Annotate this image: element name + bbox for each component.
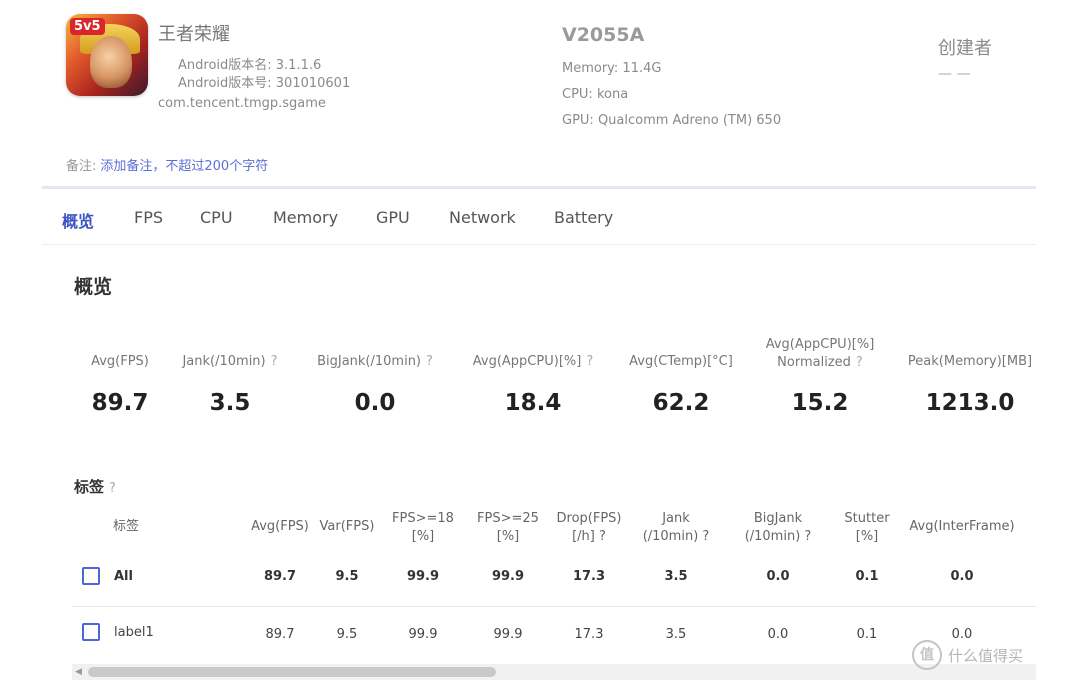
cell-avg-interframe: 0.0 [950,569,974,584]
column-header-fps-25: FPS>=25 [%] [477,511,539,544]
help-icon[interactable]: ? [426,354,433,369]
cell-drop-fps: 17.3 [572,569,606,584]
metric-label-avg-ctemp: Avg(CTemp)[°C] [629,354,733,369]
metric-label-avg-fps: Avg(FPS) [91,354,149,369]
device-model: V2055A [562,24,645,46]
labels-section-title: 标签? [74,478,116,496]
column-header-stutter: Stutter [%] [844,511,890,544]
column-header-drop-fps: Drop(FPS) [/h] ? [556,511,622,544]
device-gpu: GPU: Qualcomm Adreno (TM) 650 [562,113,782,128]
tab-memory[interactable]: Memory [273,208,339,227]
cell-var-fps: 9.5 [335,569,359,584]
tab-battery[interactable]: Battery [554,208,614,227]
metric-value-bigjank: 0.0 [354,390,396,416]
column-header-label: 标签 [112,519,139,534]
row-checkbox[interactable] [82,623,100,641]
note-label: 备注: [66,159,97,174]
cell-stutter: 0.1 [856,627,878,642]
metric-value-peak-memory: 1213.0 [925,390,1015,416]
column-header-bigjank: BigJank (/10min) ? [744,511,812,544]
tab-fps[interactable]: FPS [134,208,164,227]
metric-label-appcpu-normalized: Avg(AppCPU)[%] Normalized? [765,337,875,370]
cell-bigjank: 0.0 [766,569,790,584]
cell-avg-interframe: 0.0 [951,627,973,642]
column-header-avg-fps: Avg(FPS) [251,519,309,534]
app-icon-badge: 5v5 [70,18,105,35]
help-icon[interactable]: ? [855,355,863,370]
column-header-fps-18: FPS>=18 [%] [392,511,454,544]
metric-value-avg-ctemp: 62.2 [652,390,710,416]
metric-value-avg-appcpu: 18.4 [504,390,562,416]
cell-drop-fps: 17.3 [574,627,604,642]
help-icon[interactable]: ? [586,354,594,369]
cell-avg-fps: 89.7 [265,627,295,642]
metric-label-avg-appcpu: Avg(AppCPU)[%]? [472,354,594,369]
cell-fps-25: 99.9 [493,627,523,642]
horizontal-scrollbar[interactable]: ◀ [72,664,1036,680]
app-header: 5v5 王者荣耀 Android版本名: 3.1.1.6 Android版本号:… [0,0,1080,188]
watermark-text: 什么值得买 [948,646,1024,665]
tab-network[interactable]: Network [449,208,516,227]
cell-bigjank: 0.0 [767,627,789,642]
column-header-var-fps: Var(FPS) [319,519,375,534]
cell-jank: 3.5 [664,569,688,584]
device-memory: Memory: 11.4G [562,61,662,76]
creator-value: — — [938,66,971,82]
cell-var-fps: 9.5 [336,627,358,642]
cell-stutter: 0.1 [855,569,879,584]
overview-title: 概览 [74,276,113,298]
app-name: 王者荣耀 [158,24,230,45]
row-divider [72,606,1036,607]
cell-fps-25: 99.9 [491,569,525,584]
column-header-avg-interframe: Avg(InterFrame) [909,519,1015,534]
app-version-code: Android版本号: 301010601 [178,76,351,91]
metric-label-peak-memory: Peak(Memory)[MB] [907,354,1033,369]
app-icon-face [90,36,132,88]
device-cpu: CPU: kona [562,87,629,102]
tab-gpu[interactable]: GPU [376,208,410,227]
scrollbar-thumb[interactable] [88,667,496,677]
creator-label: 创建者 [938,38,992,59]
help-icon[interactable]: ? [109,481,116,496]
watermark: 值 什么值得买 [912,640,1023,670]
app-icon: 5v5 [66,14,148,96]
cell-fps-18: 99.9 [408,627,438,642]
header-divider [42,186,1036,189]
metric-value-jank: 3.5 [209,390,251,416]
cell-fps-18: 99.9 [406,569,440,584]
add-note-link[interactable]: 添加备注，不超过200个字符 [100,159,269,174]
app-version-name: Android版本名: 3.1.1.6 [178,58,322,73]
metric-label-bigjank: BigJank(/10min)? [317,354,433,369]
watermark-logo-icon: 值 [912,640,942,670]
app-package: com.tencent.tmgp.sgame [158,96,326,111]
row-label: label1 [114,625,154,640]
tab-overview[interactable]: 概览 [62,212,95,231]
metric-label-jank: Jank(/10min)? [182,354,278,369]
metric-value-appcpu-normalized: 15.2 [791,390,849,416]
metric-value-avg-fps: 89.7 [91,390,149,416]
cell-jank: 3.5 [665,627,687,642]
cell-avg-fps: 89.7 [263,569,297,584]
note: 备注: 添加备注，不超过200个字符 [66,155,268,174]
column-header-jank: Jank (/10min) ? [642,511,710,544]
row-checkbox[interactable] [82,567,100,585]
scroll-left-arrow-icon[interactable]: ◀ [75,667,82,677]
row-label: All [114,569,133,584]
tab-cpu[interactable]: CPU [200,208,233,227]
help-icon[interactable]: ? [270,354,278,369]
overview-panel [42,246,1036,680]
tab-bar: 概览 FPS CPU Memory GPU Network Battery [42,196,1036,245]
